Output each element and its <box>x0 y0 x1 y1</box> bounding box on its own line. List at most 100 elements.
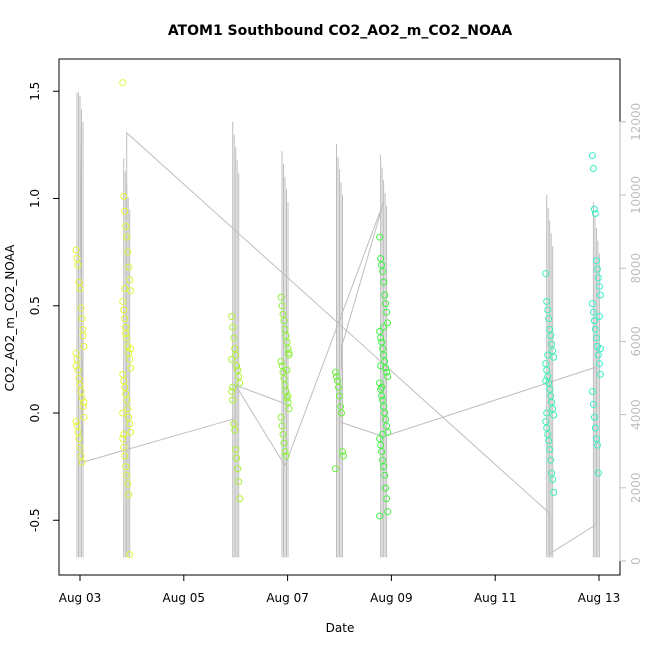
data-point <box>124 248 132 256</box>
data-point <box>75 278 83 286</box>
x-tick-label: Aug 09 <box>370 591 413 605</box>
data-point <box>280 317 288 325</box>
data-point <box>76 443 84 451</box>
data-point <box>73 255 81 263</box>
data-point <box>278 422 286 430</box>
data-point <box>549 347 557 355</box>
data-point <box>545 437 553 445</box>
y2-tick-label: 6000 <box>629 326 643 357</box>
data-point <box>544 351 552 359</box>
data-point <box>378 448 386 456</box>
data-point <box>548 340 556 348</box>
data-point <box>593 265 601 273</box>
data-point <box>121 383 129 391</box>
data-point <box>282 452 290 460</box>
data-point <box>125 263 133 271</box>
axes-group: -0.5 0.0 0.5 1.0 1.5 Aug 03 Aug 05 Aug 07 Aug 09… <box>28 58 643 605</box>
data-point <box>77 388 85 396</box>
data-point <box>120 377 128 385</box>
data-point <box>382 415 390 423</box>
y2-tick-label: 2000 <box>629 473 643 504</box>
data-point <box>126 420 134 428</box>
data-point <box>126 551 134 559</box>
data-point <box>120 192 128 200</box>
data-point <box>595 282 603 290</box>
data-point <box>279 310 287 318</box>
data-point <box>380 323 388 331</box>
data-point <box>279 368 287 376</box>
y2-tick-label: 10000 <box>629 176 643 214</box>
data-point <box>546 445 554 453</box>
data-point <box>123 334 131 342</box>
data-point <box>122 330 130 338</box>
data-point <box>120 430 128 438</box>
data-point <box>543 424 551 432</box>
data-point <box>547 332 555 340</box>
data-point <box>592 435 600 443</box>
data-point <box>590 413 598 421</box>
data-point <box>73 355 81 363</box>
data-point <box>379 396 387 404</box>
data-point <box>231 345 239 353</box>
data-point <box>283 366 291 374</box>
data-point <box>123 471 131 479</box>
data-point <box>376 512 384 520</box>
data-point <box>542 270 550 278</box>
data-point <box>383 368 391 376</box>
y2-tick-label: 12000 <box>629 103 643 141</box>
data-point <box>377 362 385 370</box>
data-point <box>124 405 132 413</box>
data-point <box>126 276 134 284</box>
data-point <box>233 454 241 462</box>
data-point <box>125 491 133 499</box>
y2-tick-label: 0 <box>629 557 643 565</box>
data-point <box>80 413 88 421</box>
data-point <box>125 413 133 421</box>
data-point <box>119 435 127 443</box>
data-point <box>73 422 81 430</box>
data-point <box>589 400 597 408</box>
data-point <box>75 435 83 443</box>
data-point <box>384 508 392 516</box>
data-point <box>377 334 385 342</box>
data-point <box>548 398 556 406</box>
data-point <box>545 315 553 323</box>
x-tick-label: Aug 07 <box>266 591 309 605</box>
data-point <box>235 478 243 486</box>
data-point <box>596 370 604 378</box>
data-point <box>337 403 344 411</box>
data-point <box>126 355 134 363</box>
data-point <box>377 441 385 449</box>
data-point <box>379 345 387 353</box>
data-point <box>542 360 550 368</box>
x-axis-label: Date <box>326 621 355 635</box>
data-point <box>544 373 552 381</box>
data-point <box>236 379 244 387</box>
data-point <box>72 246 80 254</box>
data-point <box>236 495 244 503</box>
data-point <box>228 388 236 396</box>
data-point <box>380 403 388 411</box>
data-point <box>594 351 602 359</box>
data-point <box>592 257 600 265</box>
data-point <box>283 338 291 346</box>
y-tick-label: 1.0 <box>28 189 42 208</box>
data-point <box>120 443 128 451</box>
data-point <box>594 274 602 282</box>
y-tick-label: 0.0 <box>28 403 42 422</box>
data-point <box>121 452 129 460</box>
data-point <box>281 448 289 456</box>
data-point <box>379 267 387 275</box>
data-point <box>228 355 236 363</box>
data-point <box>72 349 80 357</box>
chart-title: ATOM1 Southbound CO2_AO2_m_CO2_NOAA <box>168 23 513 39</box>
data-point <box>122 463 130 471</box>
data-point <box>588 388 596 396</box>
data-point <box>546 325 554 333</box>
data-point <box>80 398 88 406</box>
data-point <box>591 210 599 218</box>
data-point <box>278 362 286 370</box>
data-point <box>384 319 392 327</box>
data-point <box>547 392 555 400</box>
data-point <box>550 411 558 419</box>
